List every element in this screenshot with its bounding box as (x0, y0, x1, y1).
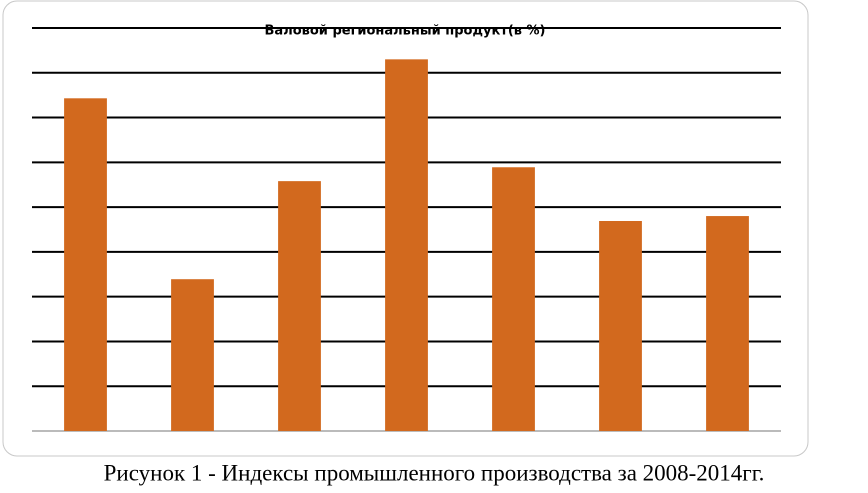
bar (171, 279, 214, 431)
bar (599, 220, 642, 431)
bar (64, 98, 107, 431)
bar (706, 216, 749, 431)
bar (278, 181, 321, 431)
bars (64, 59, 749, 431)
caption: Рисунок 1 - Индексы промышленного произв… (104, 460, 765, 485)
bar (385, 59, 428, 431)
bar (492, 167, 535, 431)
chart-title: Валовой региональный продукт(в %) (265, 24, 546, 39)
